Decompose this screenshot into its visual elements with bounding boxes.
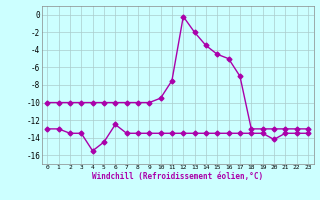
X-axis label: Windchill (Refroidissement éolien,°C): Windchill (Refroidissement éolien,°C) bbox=[92, 172, 263, 181]
